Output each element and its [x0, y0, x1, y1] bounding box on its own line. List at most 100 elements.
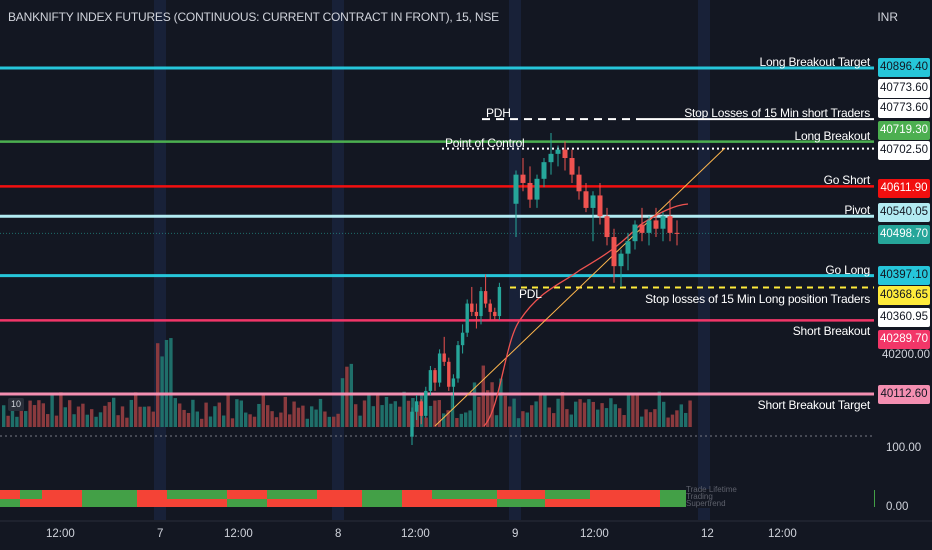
candle[interactable] [391, 311, 394, 330]
candle[interactable] [79, 350, 82, 363]
price-tag-pdh[interactable]: 40773.60 [878, 79, 930, 98]
candle[interactable] [325, 363, 328, 372]
candle[interactable] [604, 207, 610, 246]
candle[interactable] [520, 158, 526, 192]
candle[interactable] [497, 282, 502, 321]
candle[interactable] [488, 299, 492, 321]
candle[interactable] [493, 307, 497, 321]
candle[interactable] [198, 293, 201, 301]
candle[interactable] [277, 358, 280, 376]
candle[interactable] [176, 299, 179, 306]
candle[interactable] [456, 341, 460, 383]
candle[interactable] [286, 359, 289, 374]
candle[interactable] [57, 356, 60, 363]
candle[interactable] [92, 357, 95, 370]
candle[interactable] [447, 357, 451, 391]
candle[interactable] [414, 395, 419, 421]
candle[interactable] [228, 304, 231, 319]
candle[interactable] [202, 307, 205, 327]
candle[interactable] [597, 182, 603, 225]
candle[interactable] [548, 133, 554, 175]
candle[interactable] [294, 361, 297, 378]
candle[interactable] [48, 351, 51, 368]
candle[interactable] [442, 336, 446, 366]
candle[interactable] [451, 374, 456, 408]
candle[interactable] [424, 386, 428, 418]
candle[interactable] [233, 320, 236, 341]
candle[interactable] [460, 324, 465, 354]
candle[interactable] [52, 349, 55, 359]
candle[interactable] [4, 325, 7, 331]
price-tag-pivot[interactable]: 40540.05 [878, 203, 930, 222]
candle[interactable] [281, 347, 284, 364]
candle[interactable] [167, 306, 170, 321]
candle[interactable] [303, 351, 306, 365]
price-tag-lbt[interactable]: 40896.40 [878, 58, 930, 77]
candle[interactable] [347, 343, 350, 364]
price-tag-sllp[interactable]: 40368.65 [878, 286, 930, 305]
candle[interactable] [13, 331, 16, 338]
candle[interactable] [338, 357, 341, 376]
candle[interactable] [569, 149, 575, 183]
candle[interactable] [334, 353, 337, 367]
candle[interactable] [513, 170, 519, 238]
candle[interactable] [674, 220, 680, 246]
candle[interactable] [308, 357, 311, 365]
candle[interactable] [17, 341, 20, 358]
price-tag-gs[interactable]: 40611.90 [878, 179, 930, 198]
candle[interactable] [264, 337, 267, 347]
price-tag-pdl[interactable]: 40360.95 [878, 308, 930, 327]
candle[interactable] [118, 334, 121, 352]
candle[interactable] [410, 407, 414, 445]
candle[interactable] [352, 343, 355, 357]
candle[interactable] [74, 355, 77, 363]
candle[interactable] [127, 328, 130, 346]
candle[interactable] [374, 337, 377, 349]
candle[interactable] [171, 305, 174, 312]
candle[interactable] [404, 303, 407, 323]
candle[interactable] [211, 300, 214, 322]
candle[interactable] [396, 320, 399, 341]
candle[interactable] [428, 365, 433, 396]
candle[interactable] [206, 293, 209, 299]
candle[interactable] [419, 399, 423, 425]
price-tag-poc[interactable]: 40702.50 [878, 141, 930, 160]
candle[interactable] [101, 346, 104, 359]
candle[interactable] [39, 346, 42, 362]
candle[interactable] [30, 356, 33, 371]
price-tag-gl[interactable]: 40397.10 [878, 266, 930, 285]
candle[interactable] [378, 334, 381, 351]
candle[interactable] [534, 174, 540, 208]
candle[interactable] [316, 353, 319, 362]
candle[interactable] [639, 207, 645, 242]
candle[interactable] [22, 353, 25, 362]
candle[interactable] [242, 313, 245, 321]
price-tag-sbt[interactable]: 40112.60 [878, 385, 930, 404]
candle[interactable] [433, 368, 437, 391]
candle[interactable] [66, 369, 69, 376]
candle[interactable] [26, 355, 29, 377]
candle[interactable] [237, 327, 240, 344]
candle[interactable] [88, 362, 91, 379]
candle[interactable] [272, 341, 275, 352]
candle[interactable] [330, 351, 333, 359]
candle[interactable] [83, 363, 86, 376]
candle[interactable] [136, 323, 139, 329]
candle[interactable] [299, 349, 302, 368]
candle[interactable] [400, 308, 403, 327]
candle[interactable] [365, 346, 368, 358]
candle[interactable] [162, 312, 165, 321]
candle[interactable] [343, 351, 346, 365]
candle[interactable] [562, 141, 568, 171]
candle[interactable] [646, 216, 652, 246]
candle[interactable] [660, 212, 666, 242]
candle[interactable] [140, 318, 143, 335]
candle[interactable] [268, 351, 271, 372]
candle[interactable] [527, 166, 533, 208]
candle[interactable] [312, 355, 315, 365]
candle[interactable] [96, 356, 99, 366]
candle[interactable] [220, 311, 223, 319]
candle[interactable] [193, 303, 196, 315]
